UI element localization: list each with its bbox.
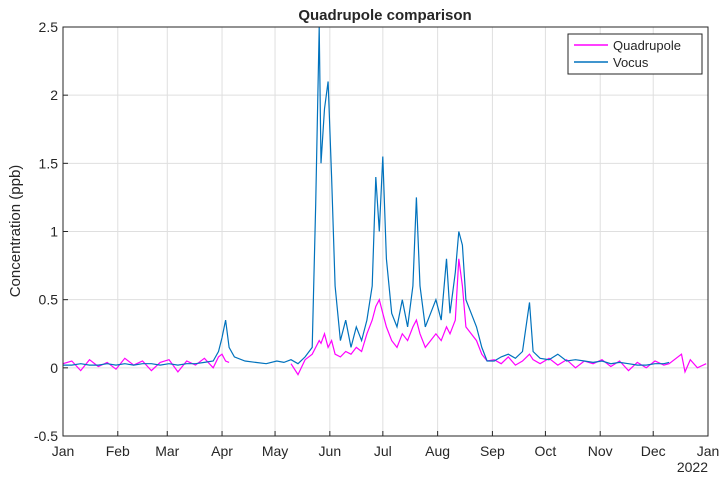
- x-tick-label: Aug: [425, 443, 450, 459]
- axes-box: [62, 26, 709, 437]
- chart-title: Quadrupole comparison: [298, 7, 471, 24]
- x-tick-label: Jan: [52, 443, 75, 459]
- x-tick-label: Sep: [480, 443, 505, 459]
- y-axis-label: Concentration (ppb): [7, 165, 24, 298]
- x-tick-label: Jan: [697, 443, 720, 459]
- legend-box: [567, 33, 703, 75]
- y-tick-label: 2.5: [39, 19, 59, 35]
- x-year-label: 2022: [677, 459, 708, 475]
- x-tick-label: May: [262, 443, 288, 459]
- legend-label: Quadrupole: [613, 38, 681, 53]
- y-tick-label: 0: [50, 360, 58, 376]
- x-tick-label: Jul: [374, 443, 392, 459]
- x-tick-label: Nov: [588, 443, 613, 459]
- x-tick-label: Oct: [535, 443, 557, 459]
- data-line: [63, 26, 670, 366]
- y-tick-label: -0.5: [34, 428, 58, 444]
- x-tick-label: Jun: [319, 443, 342, 459]
- x-tick-label: Mar: [155, 443, 179, 459]
- x-tick-label: Apr: [211, 443, 233, 459]
- y-tick-label: 0.5: [39, 292, 59, 308]
- legend-label: Vocus: [613, 55, 649, 70]
- data-line: [62, 258, 707, 376]
- x-tick-label: Dec: [641, 443, 666, 459]
- x-tick-label: Feb: [106, 443, 130, 459]
- y-tick-label: 2: [50, 87, 58, 103]
- y-tick-label: 1.5: [39, 155, 59, 171]
- y-tick-label: 1: [50, 224, 58, 240]
